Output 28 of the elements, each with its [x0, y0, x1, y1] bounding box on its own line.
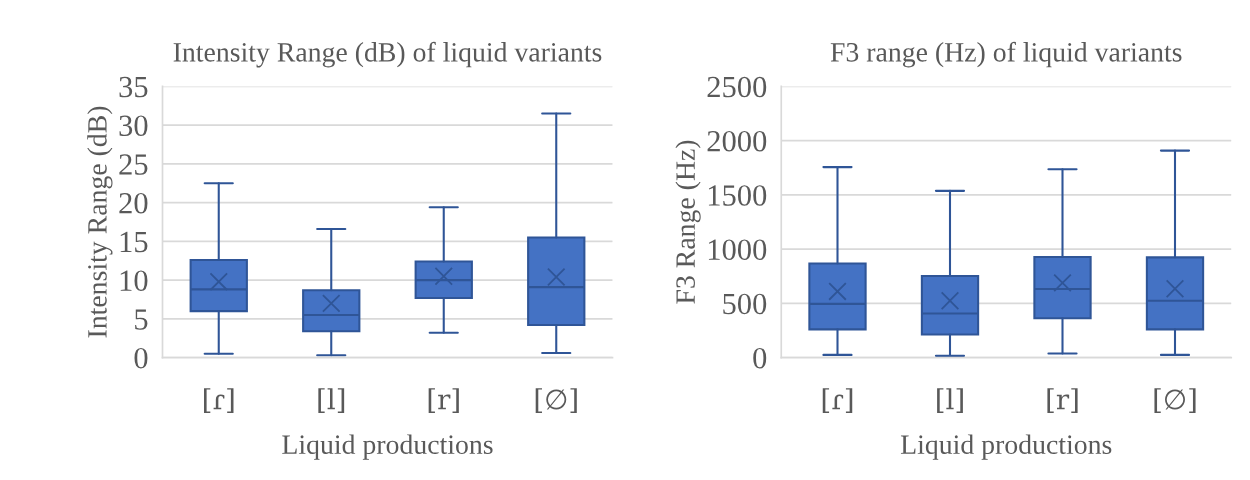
chart-title: F3 range (Hz) of liquid variants — [830, 41, 1182, 68]
y-tick-label: 2500 — [707, 76, 767, 98]
x-tick-label: [ɾ] — [204, 388, 234, 413]
y-tick-label: 5 — [135, 309, 148, 330]
y-tick-label: 1000 — [708, 239, 767, 261]
x-tick-label: [l] — [937, 388, 963, 413]
y-tick-label: 20 — [119, 192, 148, 214]
y-tick-label: 1500 — [708, 185, 767, 206]
x-axis-title: Liquid productions — [900, 434, 1112, 460]
y-tick-label: 0 — [753, 347, 767, 369]
chart-title: Intensity Range (dB) of liquid variants — [173, 41, 602, 68]
y-tick-label: 500 — [723, 293, 767, 315]
x-axis-title: Liquid productions — [282, 434, 493, 460]
y-axis-title: F3 Range (Hz) — [675, 140, 701, 304]
y-tick-label: 15 — [120, 231, 148, 253]
x-tick-label: [l] — [318, 388, 345, 413]
x-tick-label: [r] — [428, 388, 459, 413]
x-tick-label: [∅] — [1154, 388, 1196, 413]
x-tick-label: [r] — [1047, 388, 1078, 413]
y-axis-title: Intensity Range (dB) — [87, 106, 113, 338]
y-tick-label: 25 — [119, 154, 148, 175]
x-tick-label: [ɾ] — [822, 388, 853, 413]
y-tick-label: 0 — [134, 347, 148, 369]
y-tick-label: 10 — [120, 270, 148, 292]
y-tick-label: 2000 — [707, 130, 767, 152]
y-tick-label: 30 — [119, 115, 148, 137]
x-tick-label: [∅] — [535, 388, 577, 413]
y-tick-label: 35 — [119, 76, 148, 98]
